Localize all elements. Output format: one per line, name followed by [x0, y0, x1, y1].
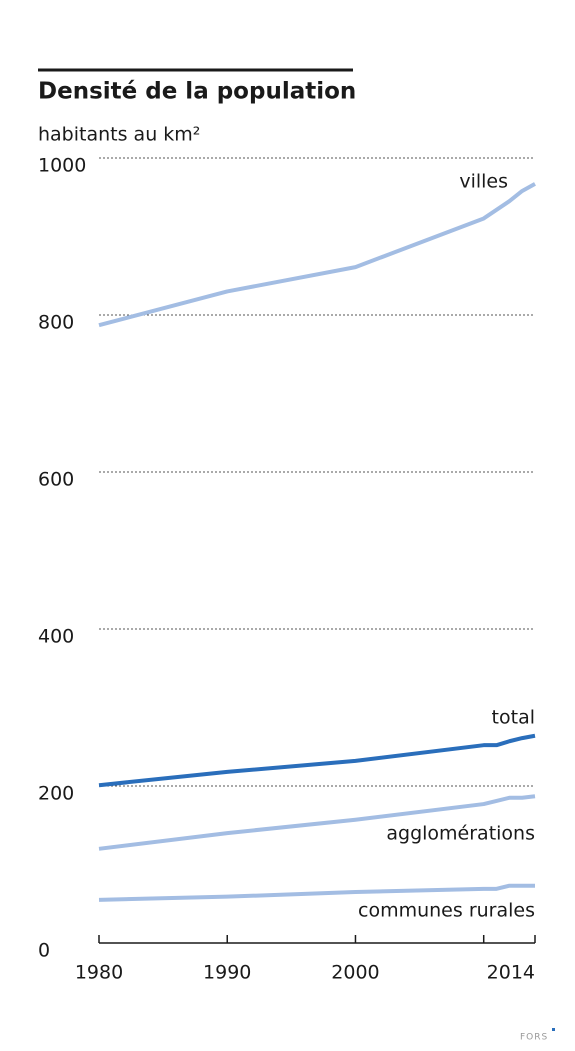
chart-title: Densité de la population: [38, 79, 356, 105]
series-label: total: [492, 707, 535, 729]
series-label: communes rurales: [358, 900, 535, 922]
x-tick-label: 2014: [487, 962, 535, 984]
series-line: [98, 883, 535, 902]
series-line: [98, 182, 536, 328]
x-tick-label: 2000: [331, 962, 379, 984]
y-tick-label: 400: [38, 626, 74, 648]
x-tick-label: 1990: [203, 962, 251, 984]
series-line: [98, 733, 536, 788]
source: FORS: [520, 1033, 548, 1043]
y-tick-label: 0: [38, 940, 50, 962]
series-label: agglomérations: [386, 823, 535, 845]
y-tick-label: 800: [38, 312, 74, 334]
logo-dot: [552, 1028, 555, 1031]
x-tick-label: 1980: [75, 962, 123, 984]
series-line: [98, 794, 536, 851]
y-tick-label: 200: [38, 783, 74, 805]
y-tick-label: 1000: [38, 155, 86, 177]
y-axis-label: habitants au km²: [38, 124, 200, 146]
series-label: villes: [459, 171, 508, 193]
y-tick-label: 600: [38, 469, 74, 491]
